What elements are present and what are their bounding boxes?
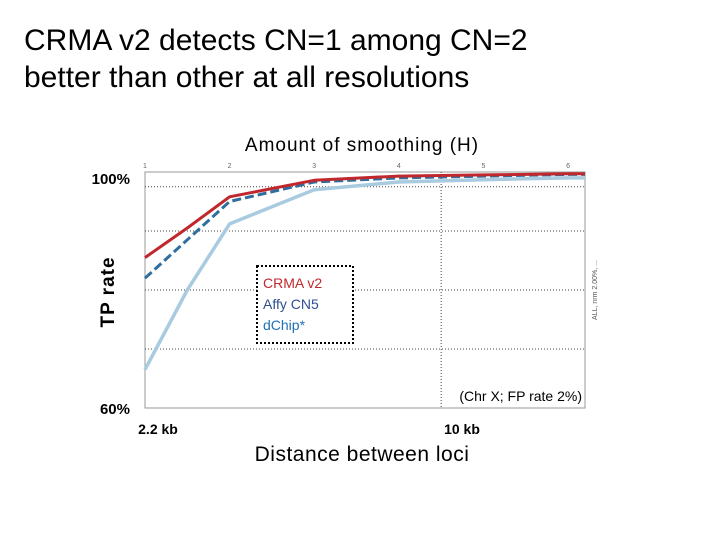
slide-title-line-2: better than other at all resolutions — [24, 61, 470, 94]
series-lines — [143, 172, 585, 371]
legend-crma-v2: CRMA v2 — [263, 275, 322, 291]
series-line-affy-cn5 — [143, 172, 585, 280]
top-tick-label-2: 2 — [228, 163, 232, 170]
top-axis-ticks: 1 2 3 4 5 6 — [143, 163, 570, 170]
top-tick-label-5: 5 — [482, 163, 486, 170]
legend-box — [256, 265, 354, 344]
series-line-dchip — [143, 176, 585, 371]
y-tick-label-bottom: 60% — [100, 401, 130, 418]
legend-note: (Chr X; FP rate 2%) — [459, 388, 582, 404]
top-tick-label-1: 1 — [143, 163, 147, 170]
y-tick-label-top: 100% — [92, 171, 130, 188]
slide-title: CRMA v2 detects CN=1 among CN=2 better t… — [24, 22, 704, 96]
top-tick-label-6: 6 — [566, 163, 570, 170]
x-axis-label: Distance between loci — [255, 443, 470, 466]
slide-title-line-1: CRMA v2 detects CN=1 among CN=2 — [24, 24, 528, 57]
top-tick-label-4: 4 — [397, 163, 401, 170]
chart-title: Amount of smoothing (H) — [245, 135, 479, 156]
x-tick-label-right: 10 kb — [444, 421, 480, 437]
series-line-crma-v2 — [144, 172, 585, 259]
y-axis-label: TP rate — [98, 256, 119, 327]
x-tick-label-left: 2.2 kb — [138, 421, 178, 437]
side-note: ALL, nrm 2.00%, ... — [592, 260, 599, 320]
top-tick-label-3: 3 — [312, 163, 316, 170]
legend-affy-cn5: Affy CN5 — [263, 296, 319, 312]
legend-dchip: dChip* — [263, 317, 306, 333]
